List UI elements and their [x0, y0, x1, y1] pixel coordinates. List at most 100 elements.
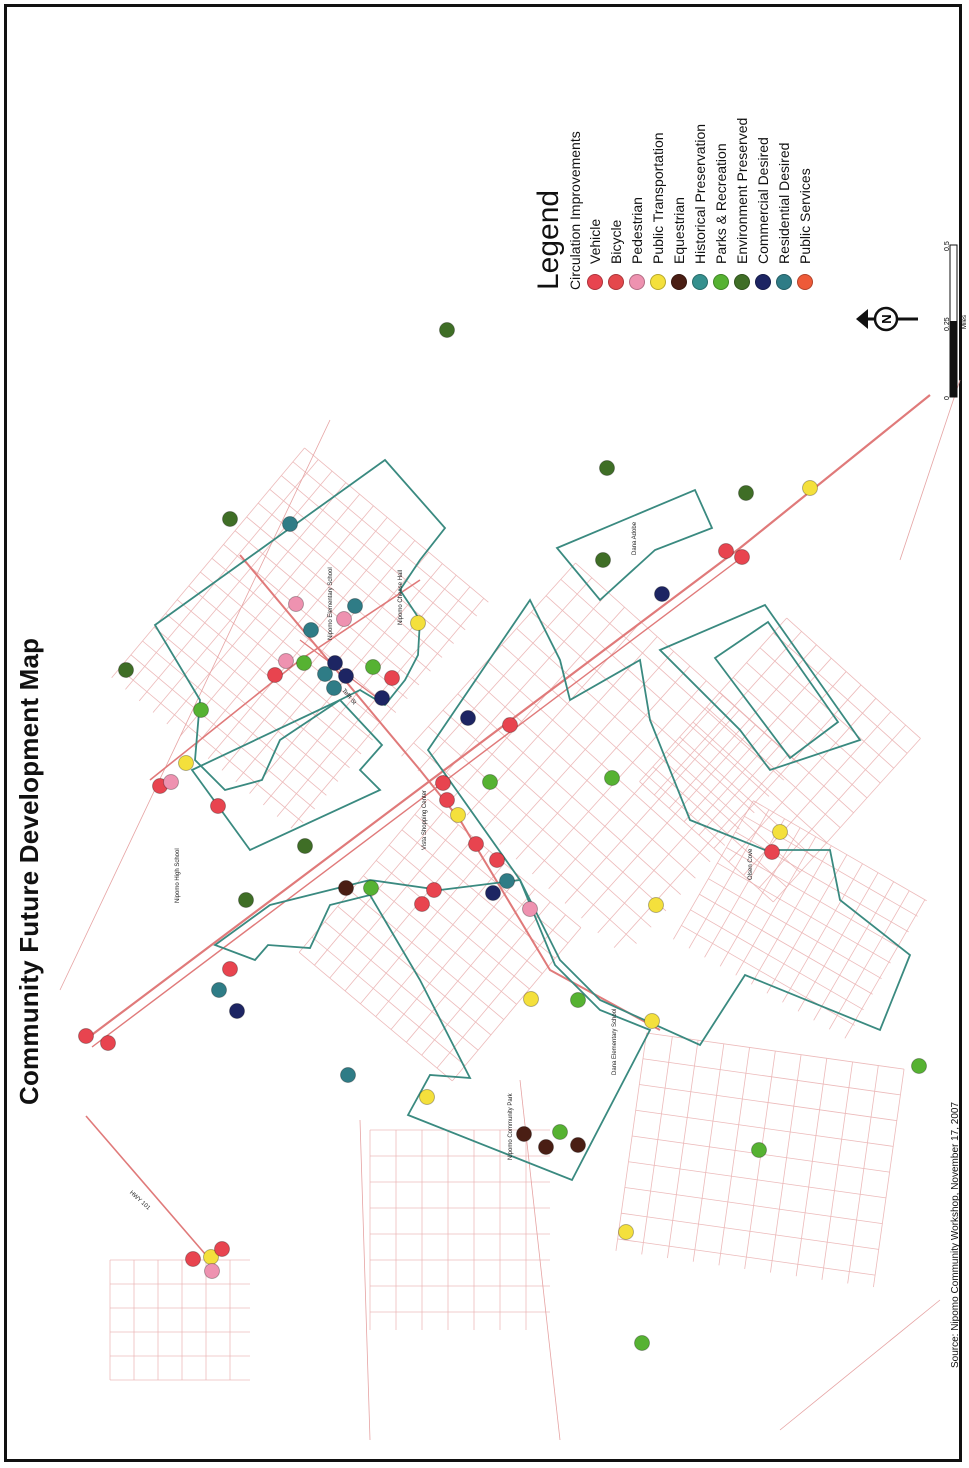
map-marker — [718, 543, 734, 559]
road — [299, 639, 381, 701]
road — [91, 554, 746, 1048]
place-label: Nipomo High School — [175, 848, 181, 903]
map-marker — [163, 774, 179, 790]
map-marker — [210, 798, 226, 814]
map-marker — [802, 480, 818, 496]
map-marker — [738, 485, 754, 501]
place-label: Nipomo Elementary School — [328, 567, 334, 640]
legend-item-label: Residential Desired — [775, 142, 792, 264]
map-marker — [772, 824, 788, 840]
street — [59, 419, 331, 991]
legend-item: Environment Preserved — [731, 118, 752, 290]
map-marker — [419, 1089, 435, 1105]
place-label: Dana Elementary School — [612, 1008, 618, 1075]
scale-bar — [949, 244, 958, 398]
map-marker — [538, 1139, 554, 1155]
legend-swatch-icon — [775, 274, 792, 290]
street — [899, 379, 961, 561]
planning-area-outline — [713, 620, 840, 760]
legend-swatch-icon — [670, 274, 687, 290]
source-note: Source: Nipomo Community Workshop, Novem… — [950, 1101, 961, 1368]
map-marker — [523, 991, 539, 1007]
planning-area-outline — [658, 603, 862, 772]
map-marker — [374, 690, 390, 706]
map-marker — [552, 1124, 568, 1140]
map-marker — [340, 1067, 356, 1083]
north-label: N — [879, 314, 894, 323]
legend: Legend Circulation Improvements Vehicle B… — [532, 118, 815, 290]
legend-item: Commercial Desired — [752, 118, 773, 290]
legend-items: Vehicle Bicycle Pedestrian Public Transport… — [584, 118, 815, 290]
legend-swatch-icon — [796, 274, 813, 290]
map-marker — [522, 901, 538, 917]
map-marker — [238, 892, 254, 908]
legend-item-label: Public Services — [796, 168, 813, 264]
planning-area-outline — [153, 458, 447, 792]
map-marker — [426, 882, 442, 898]
street-grid — [109, 1259, 250, 1381]
legend-swatch-icon — [607, 274, 624, 290]
map-marker — [414, 896, 430, 912]
map-marker — [193, 702, 209, 718]
map-marker — [468, 836, 484, 852]
map-marker — [178, 755, 194, 771]
legend-item-label: Equestrian — [670, 197, 687, 264]
map-marker — [267, 667, 283, 683]
legend-swatch-icon — [712, 274, 729, 290]
legend-item: Equestrian — [668, 118, 689, 290]
street-network — [59, 379, 961, 1441]
map-marker — [751, 1142, 767, 1158]
map-marker — [435, 775, 451, 791]
map-marker — [185, 1251, 201, 1267]
legend-item-label: Vehicle — [586, 218, 603, 264]
legend-item-label: Bicycle — [607, 219, 624, 264]
legend-swatch-icon — [691, 274, 708, 290]
map-marker — [499, 873, 515, 889]
map-marker — [450, 807, 466, 823]
scale-tick-half: 0.5 — [944, 241, 951, 251]
place-label: Nipomo Community Park — [508, 1093, 514, 1160]
legend-item-label: Pedestrian — [628, 197, 645, 264]
legend-item-label: Historical Preservation — [691, 123, 708, 264]
legend-item: Public Services — [794, 118, 815, 290]
road — [85, 1115, 213, 1263]
map-marker — [327, 655, 343, 671]
planning-area-outline — [426, 598, 912, 1047]
map-marker — [211, 982, 227, 998]
legend-item: Parks & Recreation — [710, 118, 731, 290]
legend-item: Residential Desired — [773, 118, 794, 290]
map-marker — [229, 1003, 245, 1019]
map-marker — [618, 1224, 634, 1240]
map-marker — [278, 653, 294, 669]
map-marker — [482, 774, 498, 790]
legend-item-label: Environment Preserved — [733, 117, 750, 264]
map-marker — [460, 710, 476, 726]
map-marker — [648, 897, 664, 913]
map-marker — [911, 1058, 927, 1074]
street — [779, 1299, 941, 1431]
legend-subheading: Circulation Improvements — [567, 131, 583, 290]
map-marker — [410, 615, 426, 631]
map-marker — [288, 596, 304, 612]
planning-areas — [153, 458, 912, 1182]
map-marker — [595, 552, 611, 568]
legend-item: Vehicle — [584, 118, 605, 290]
legend-swatch-icon — [733, 274, 750, 290]
legend-heading: Legend — [532, 189, 565, 290]
map-title: Community Future Development Map — [14, 637, 44, 1105]
map-marker — [734, 549, 750, 565]
street-grid — [673, 800, 927, 1039]
legend-item: Bicycle — [605, 118, 626, 290]
map-marker — [439, 792, 455, 808]
map-marker — [570, 1137, 586, 1153]
map-frame — [4, 4, 962, 1462]
map-marker — [204, 1263, 220, 1279]
map-marker — [336, 611, 352, 627]
map-marker — [338, 880, 354, 896]
map-marker — [644, 1013, 660, 1029]
place-label: Olsen Cove — [748, 848, 754, 880]
street-grid — [615, 1032, 905, 1288]
legend-item-label: Parks & Recreation — [712, 143, 729, 264]
map-marker — [297, 838, 313, 854]
